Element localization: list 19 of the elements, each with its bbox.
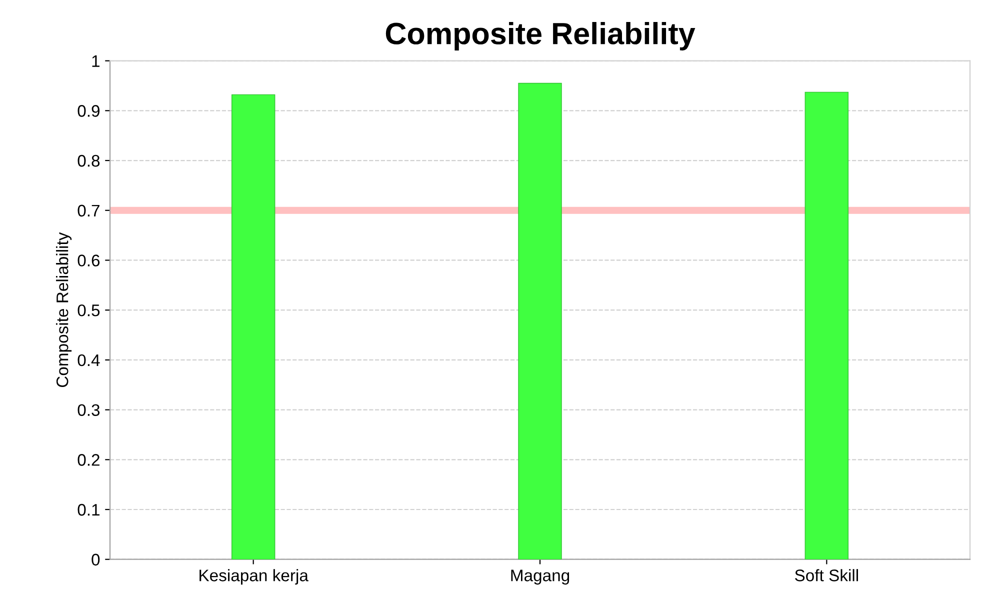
- y-tick-label: 0.9: [78, 105, 100, 117]
- y-tick-label: 1: [92, 55, 100, 67]
- x-tick-label: Soft Skill: [795, 569, 858, 582]
- y-tick-label: 0.6: [78, 254, 100, 266]
- y-tick-label: 0.5: [78, 304, 100, 316]
- bar: [231, 94, 276, 560]
- y-tick-label: 0.1: [78, 504, 100, 516]
- bar: [518, 82, 562, 560]
- bar: [804, 92, 849, 560]
- y-axis-title: Composite Reliability: [56, 232, 72, 388]
- y-tick-label: 0.8: [78, 154, 100, 167]
- y-tick-label: 0.7: [78, 204, 100, 217]
- chart-title: Composite Reliability: [386, 22, 696, 50]
- y-tick-label: 0.2: [78, 454, 100, 466]
- y-tick-label: 0: [92, 554, 100, 566]
- y-tick-label: 0.3: [78, 404, 100, 416]
- x-tick-label: Magang: [511, 570, 570, 585]
- x-tick-label: Kesiapan kerja: [200, 569, 308, 585]
- y-tick-label: 0.4: [78, 354, 100, 366]
